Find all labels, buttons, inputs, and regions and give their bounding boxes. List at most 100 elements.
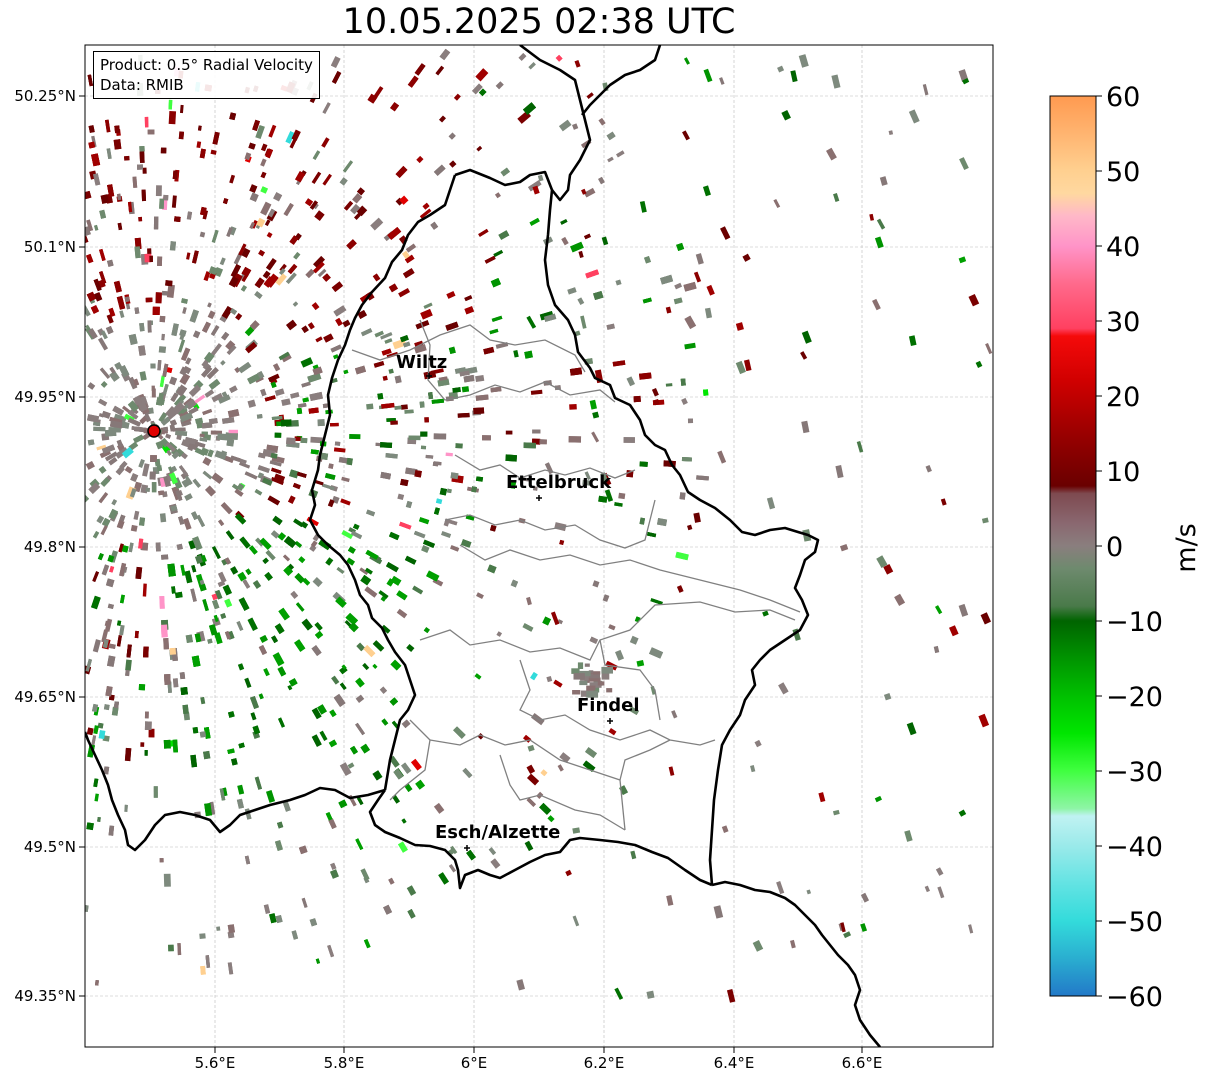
radar-echo (365, 567, 373, 575)
radar-echo (370, 217, 384, 231)
radar-echo (127, 410, 139, 420)
radar-echo (136, 164, 144, 170)
radar-echo (345, 612, 359, 626)
radar-echo (390, 659, 402, 671)
radar-echo (252, 580, 262, 589)
radar-echo (547, 815, 555, 823)
radar-echo (226, 438, 235, 447)
radar-echo (329, 709, 337, 718)
radar-echo (444, 518, 458, 526)
radar-echo (334, 441, 341, 446)
radar-echo (188, 384, 201, 397)
radar-echo (247, 399, 256, 408)
radar-echo (333, 305, 347, 317)
radar-echo (151, 388, 156, 398)
colorbar-tick-label: −60 (1106, 982, 1163, 1013)
radar-echo (924, 885, 930, 893)
radar-echo (608, 624, 616, 631)
radar-echo (102, 639, 109, 649)
radar-echo (433, 802, 445, 814)
radar-echo (721, 825, 729, 833)
radar-echo (101, 517, 111, 527)
radar-echo (199, 437, 208, 442)
radar-echo (351, 530, 363, 540)
radar-echo (580, 674, 593, 681)
radar-echo (338, 799, 348, 809)
radar-echo (355, 694, 365, 703)
radar-echo (475, 394, 489, 401)
radar-echo (228, 429, 238, 434)
radar-echo (163, 873, 171, 887)
radar-echo (644, 255, 651, 264)
radar-echo (347, 762, 355, 769)
radar-echo (273, 192, 283, 202)
radar-echo (128, 542, 134, 553)
radar-echo (347, 546, 356, 554)
radar-echo (934, 605, 943, 615)
radar-echo (211, 343, 222, 356)
radar-echo (554, 522, 567, 532)
radar-echo (322, 102, 331, 114)
radar-echo (104, 429, 117, 437)
radar-echo (172, 402, 185, 415)
radar-echo (350, 745, 358, 755)
radar-echo (101, 410, 111, 419)
radar-echo (191, 655, 201, 668)
radar-echo (601, 666, 613, 674)
radar-echo (244, 471, 258, 480)
radar-echo (360, 328, 373, 337)
radar-echo (719, 77, 725, 85)
radar-echo (908, 335, 917, 346)
radar-echo (676, 585, 684, 593)
radar-echo (211, 593, 218, 601)
radar-echo (618, 492, 626, 500)
radar-echo (539, 311, 554, 321)
radar-echo (394, 375, 402, 384)
radar-echo (227, 711, 235, 718)
radar-echo (520, 477, 530, 482)
radar-echo (124, 804, 128, 812)
radar-echo (225, 432, 239, 440)
radar-echo (124, 747, 132, 762)
radar-echo (181, 298, 188, 304)
radar-echo (331, 675, 340, 685)
radar-echo (457, 412, 470, 418)
colorbar-tick-label: 60 (1106, 82, 1140, 113)
canton-border (419, 601, 796, 661)
radar-echo (558, 119, 572, 132)
radar-echo (260, 388, 267, 397)
radar-echo (307, 322, 315, 330)
radar-echo (139, 145, 145, 152)
radar-echo (906, 722, 917, 736)
canton-border (429, 734, 626, 831)
radar-echo (372, 663, 378, 669)
radar-echo (294, 572, 305, 584)
radar-echo (238, 243, 247, 256)
radar-echo (230, 264, 241, 278)
radar-echo (119, 310, 125, 318)
radar-echo (406, 885, 417, 896)
radar-echo (280, 419, 292, 427)
radar-echo (399, 521, 412, 530)
border-belgium-france (85, 731, 386, 852)
radar-echo (199, 583, 207, 592)
radar-echo (968, 293, 980, 307)
radar-echo (290, 392, 300, 399)
colorbar-tick-label: −40 (1106, 832, 1163, 863)
radar-echo (98, 398, 108, 407)
radar-echo (87, 439, 95, 446)
radar-echo (107, 259, 114, 267)
radar-echo (717, 450, 727, 464)
radar-echo (420, 308, 433, 320)
radar-echo (413, 530, 426, 539)
radar-echo (398, 288, 411, 298)
radar-echo (247, 373, 261, 385)
radar-echo (432, 462, 439, 467)
radar-echo (735, 322, 744, 331)
radar-echo (477, 733, 484, 740)
radar-echo (484, 255, 496, 264)
country-borders (85, 45, 881, 1047)
radar-echo (119, 562, 127, 577)
radar-echo (138, 684, 146, 691)
